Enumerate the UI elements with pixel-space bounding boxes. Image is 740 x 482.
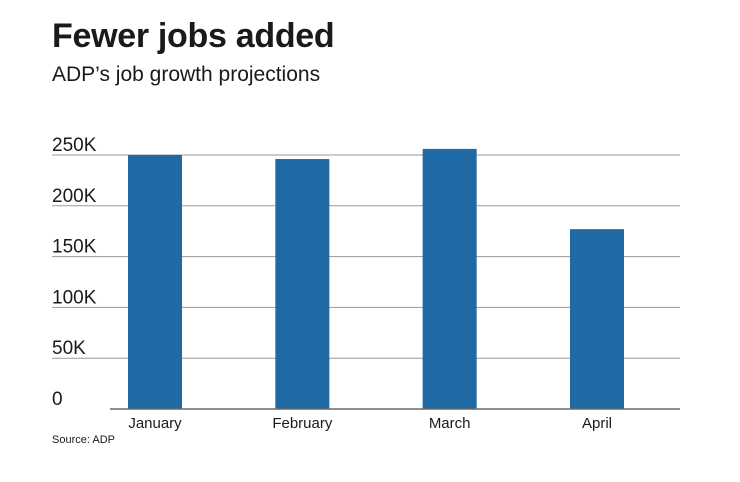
y-tick-label: 50K	[52, 338, 86, 359]
bars	[128, 148, 624, 410]
chart-subtitle: ADP’s job growth projections	[52, 63, 321, 86]
source-note: Source: ADP	[52, 434, 115, 446]
bar-february	[275, 159, 330, 409]
chart-title: Fewer jobs added	[52, 17, 335, 55]
y-tick-label: 150K	[52, 237, 97, 258]
bar-march	[422, 148, 477, 410]
y-tick-label: 200K	[52, 186, 97, 207]
y-tick-label: 0	[52, 389, 63, 410]
x-tick-label: January	[128, 415, 182, 432]
y-tick-label: 100K	[52, 287, 97, 308]
x-tick-label: February	[272, 415, 333, 432]
x-axis-labels: January February March April	[128, 415, 612, 432]
y-axis-labels: 0 50K 100K 150K 200K 250K	[52, 135, 97, 410]
y-tick-label: 250K	[52, 135, 97, 156]
bar-april	[570, 229, 624, 409]
x-tick-label: April	[582, 415, 612, 432]
bar-january	[128, 155, 182, 409]
x-tick-label: March	[429, 415, 471, 432]
